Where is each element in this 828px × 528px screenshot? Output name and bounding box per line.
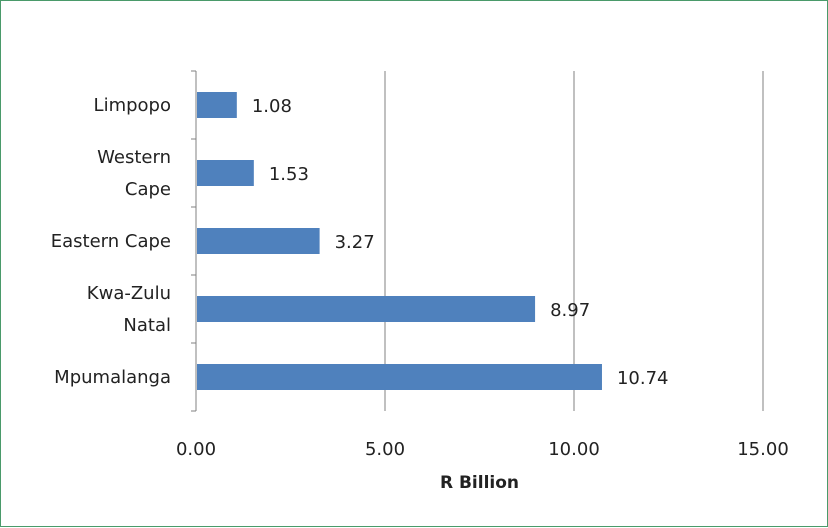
category-label-2: Eastern Cape: [51, 231, 171, 252]
x-tick-label-2: 10.00: [548, 439, 600, 460]
category-label-3-line-0: Kwa-Zulu: [87, 283, 171, 304]
category-label-1-line-0: Western: [97, 147, 171, 168]
value-label-1: 1.53: [269, 164, 309, 185]
x-tick-label-1: 5.00: [365, 439, 405, 460]
bar-0: [197, 92, 237, 118]
x-tick-label-0: 0.00: [176, 439, 216, 460]
value-label-4: 10.74: [617, 368, 669, 389]
bar-4: [197, 364, 602, 390]
bar-3: [197, 296, 536, 322]
value-label-3: 8.97: [550, 300, 590, 321]
x-tick-label-3: 15.00: [737, 439, 789, 460]
category-label-0: Limpopo: [94, 95, 171, 116]
bar-2: [197, 228, 320, 254]
bar-1: [197, 160, 254, 186]
category-label-4: Mpumalanga: [54, 367, 171, 388]
category-label-1-line-1: Cape: [125, 179, 171, 200]
value-label-2: 3.27: [335, 232, 375, 253]
x-axis-label: R Billion: [440, 473, 519, 493]
category-label-3-line-1: Natal: [123, 315, 171, 336]
value-label-0: 1.08: [252, 96, 292, 117]
